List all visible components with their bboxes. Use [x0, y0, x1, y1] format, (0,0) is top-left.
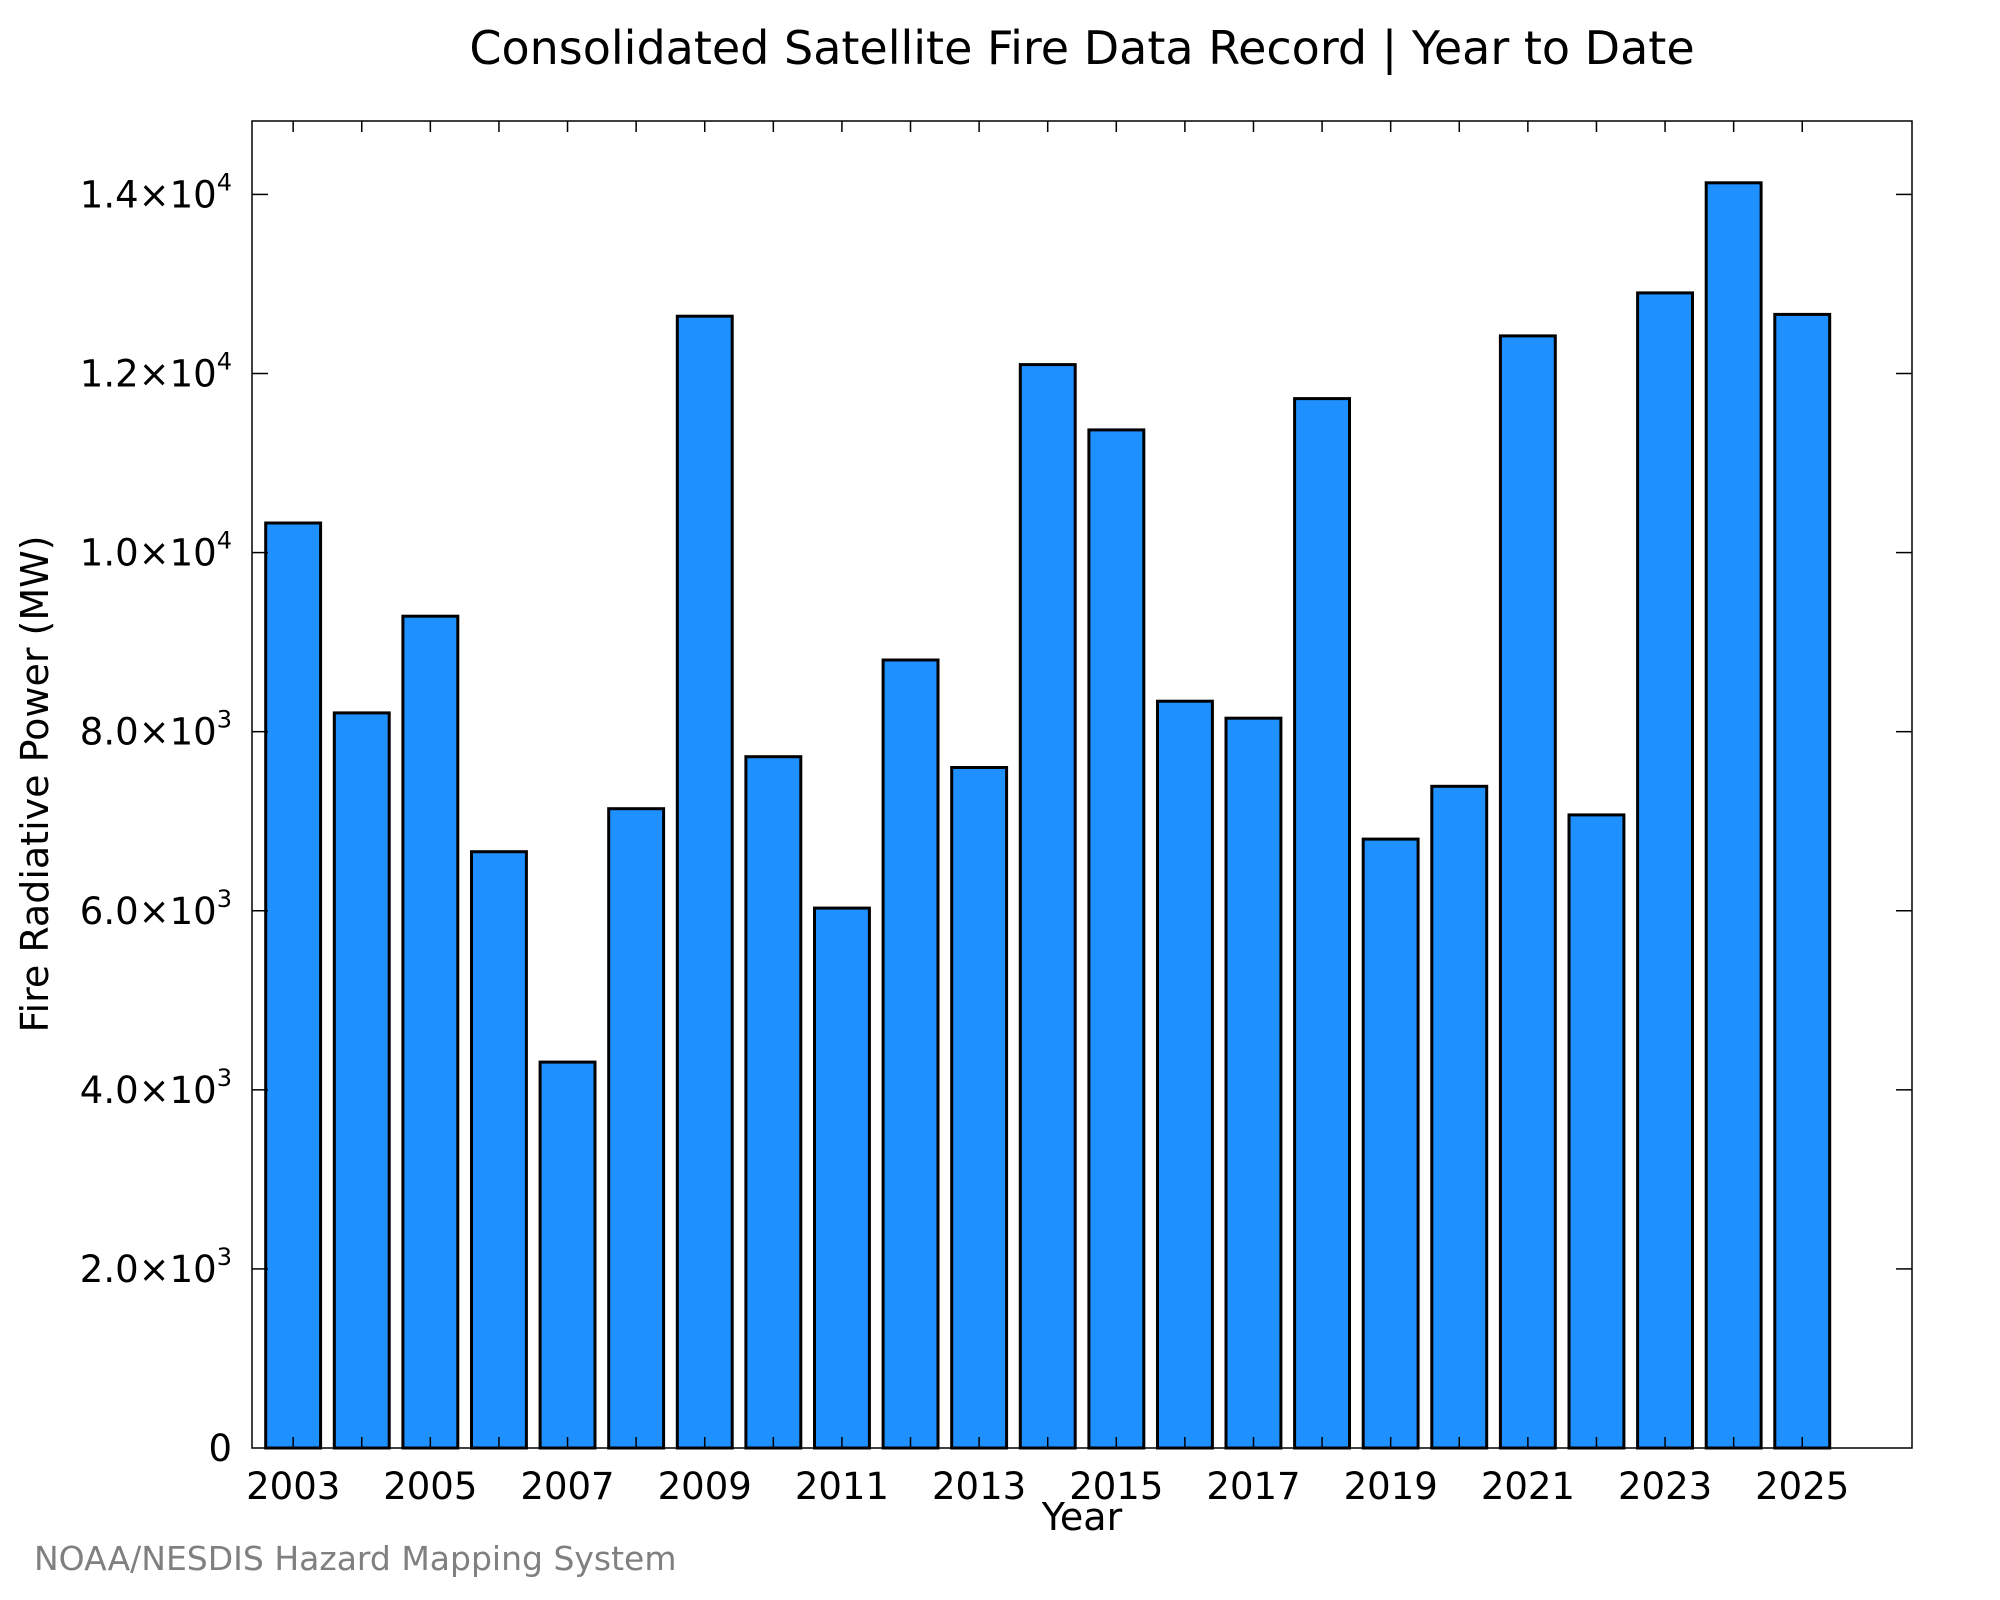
bar-2014 [1018, 363, 1077, 1450]
bar-2010 [744, 755, 803, 1450]
y-tick-label-12000: 1.2×104 [80, 348, 232, 396]
bar-2005 [401, 614, 460, 1450]
bar-2020 [1430, 784, 1489, 1450]
x-tick-label-2007: 2007 [520, 1465, 614, 1508]
x-tick-label-2009: 2009 [658, 1465, 752, 1508]
bar-2018 [1293, 397, 1351, 1450]
plot-frame [251, 120, 1913, 1449]
bar-2017 [1224, 716, 1283, 1450]
y-tick-label-14000: 1.4×104 [80, 168, 232, 216]
x-tick-labels: 2003 2005 2007 2009 2011 2013 2015 2017 2019 2021… [246, 1465, 1849, 1508]
bars-layer [264, 181, 1832, 1450]
bar-2019 [1361, 837, 1420, 1450]
bar-2025 [1773, 312, 1832, 1450]
y-tick-label-6000: 6.0×103 [80, 885, 232, 933]
bar-2021 [1498, 334, 1557, 1450]
y-tick-label-8000: 8.0×103 [80, 706, 232, 754]
y-tick-label-4000: 4.0×103 [80, 1064, 232, 1112]
bar-2015 [1087, 428, 1146, 1450]
x-tick-label-2005: 2005 [383, 1465, 477, 1508]
x-tick-label-2021: 2021 [1481, 1465, 1575, 1508]
x-tick-label-2003: 2003 [246, 1465, 340, 1508]
y-tick-label-0: 0 [208, 1427, 232, 1470]
y-tick-label-2000: 2.0×103 [80, 1243, 232, 1291]
bar-2007 [538, 1060, 597, 1450]
y-axis-label: Fire Radiative Power (MW) [13, 535, 57, 1032]
ticks-layer [252, 121, 1912, 1448]
bar-2006 [470, 850, 528, 1450]
x-tick-label-2019: 2019 [1344, 1465, 1438, 1508]
bar-2009 [675, 314, 734, 1450]
bar-2008 [607, 807, 666, 1450]
bar-2024 [1704, 181, 1763, 1450]
x-axis-label: Year [1041, 1495, 1123, 1539]
bar-2023 [1636, 291, 1694, 1450]
bar-2013 [950, 766, 1009, 1450]
y-tick-label-10000: 1.0×104 [80, 527, 232, 575]
x-tick-label-2013: 2013 [932, 1465, 1026, 1508]
bar-2022 [1567, 813, 1626, 1450]
y-tick-labels: 0 2.0×103 4.0×103 6.0×103 8.0×103 1.0×104 1.2×… [80, 168, 232, 1470]
bar-2003 [264, 521, 323, 1450]
x-tick-label-2011: 2011 [795, 1465, 889, 1508]
bar-2011 [813, 906, 871, 1450]
source-footer: NOAA/NESDIS Hazard Mapping System [34, 1539, 677, 1578]
bar-2016 [1156, 699, 1214, 1450]
bar-2012 [881, 658, 940, 1450]
bar-2004 [332, 711, 391, 1450]
x-tick-label-2015: 2015 [1069, 1465, 1163, 1508]
x-tick-label-2025: 2025 [1755, 1465, 1849, 1508]
x-tick-label-2023: 2023 [1618, 1465, 1712, 1508]
chart-title: Consolidated Satellite Fire Data Record … [469, 21, 1694, 76]
x-tick-label-2017: 2017 [1206, 1465, 1300, 1508]
